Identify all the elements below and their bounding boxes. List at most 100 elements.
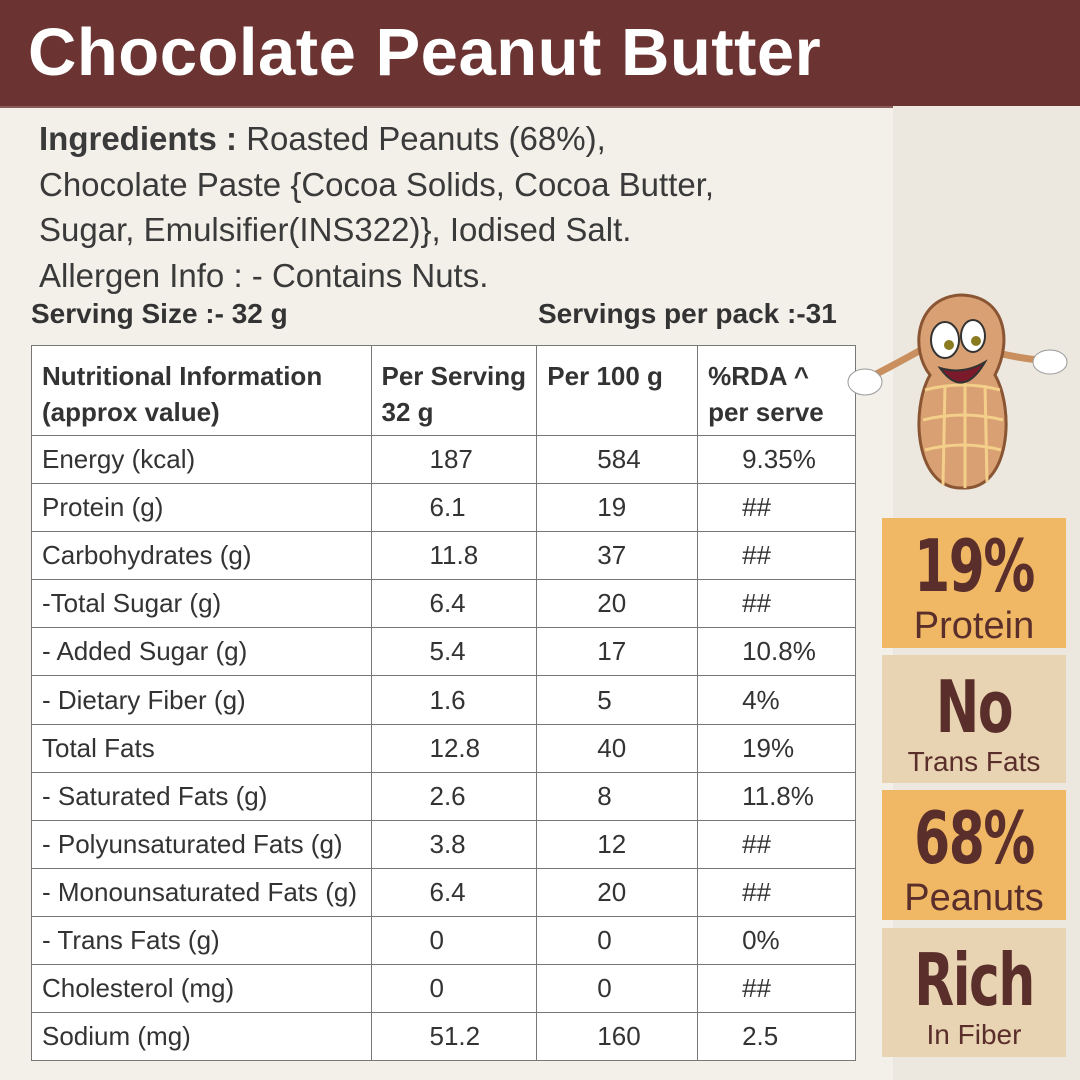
badge-trans-fats: No Trans Fats <box>882 655 1066 783</box>
badge-value: Rich <box>914 938 1035 1022</box>
table-row: -Total Sugar (g) 6.4 20 ## <box>31 579 856 629</box>
column-header-line: Per Serving <box>381 361 527 391</box>
table-cell: 12 <box>536 819 699 869</box>
table-cell: 6.4 <box>370 579 538 629</box>
divider <box>0 106 893 108</box>
column-header-line: %RDA ^ <box>708 361 809 391</box>
badge-value: 68% <box>914 796 1035 880</box>
table-cell: 0 <box>536 915 699 966</box>
table-cell: ## <box>697 819 856 869</box>
table-cell: 19 <box>536 483 699 533</box>
table-cell: Cholesterol (mg) <box>31 964 372 1014</box>
table-cell: 19% <box>697 723 856 773</box>
nutrition-table: Nutritional Information (approx value) Per… <box>31 345 856 1062</box>
table-cell: 51.2 <box>370 1012 538 1062</box>
page-title: Chocolate Peanut Butter <box>0 0 1080 106</box>
column-header: Per Serving 32 g <box>370 345 538 436</box>
table-cell: -Total Sugar (g) <box>31 579 372 629</box>
table-cell: ## <box>697 483 856 533</box>
ingredients-text: Sugar, Emulsifier(INS322)}, Iodised Salt… <box>39 211 632 248</box>
column-header: %RDA ^ per serve <box>697 345 856 436</box>
table-cell: 11.8 <box>370 531 538 581</box>
table-row: Protein (g) 6.1 19 ## <box>31 483 856 533</box>
table-cell: Protein (g) <box>31 483 372 533</box>
table-cell: 160 <box>536 1012 699 1062</box>
column-header: Per 100 g <box>536 345 699 436</box>
table-row: - Polyunsaturated Fats (g) 3.8 12 ## <box>31 819 856 869</box>
ingredients-text: Chocolate Paste {Cocoa Solids, Cocoa But… <box>39 165 715 203</box>
table-cell: 3.8 <box>370 819 538 869</box>
servings-per-pack: Servings per pack :-31 <box>538 298 837 329</box>
table-cell: 11.8% <box>697 771 856 821</box>
badge-label: Protein <box>913 605 1035 647</box>
table-row: - Monounsaturated Fats (g) 6.4 20 ## <box>31 867 856 917</box>
table-cell: ## <box>697 579 856 629</box>
column-header-line: (approx value) <box>42 397 220 427</box>
table-cell: 0 <box>370 964 538 1014</box>
table-cell: ## <box>697 964 856 1014</box>
table-row: - Trans Fats (g) 0 0 0% <box>31 915 856 966</box>
badge-protein: 19% Protein <box>882 518 1066 648</box>
table-cell: ## <box>697 867 856 917</box>
table-cell: 20 <box>536 867 699 917</box>
table-row: - Saturated Fats (g) 2.6 8 11.8% <box>31 771 856 821</box>
column-header-line: Per 100 g <box>547 361 663 391</box>
table-cell: 6.4 <box>370 867 538 917</box>
table-cell: - Trans Fats (g) <box>31 915 372 966</box>
column-header-line: per serve <box>708 397 824 427</box>
table-row: - Dietary Fiber (g) 1.6 5 4% <box>31 675 856 725</box>
peanut-mascot-icon <box>847 293 1068 490</box>
table-cell: 20 <box>536 579 699 629</box>
table-cell: - Saturated Fats (g) <box>31 771 372 821</box>
badge-label: Peanuts <box>904 877 1044 919</box>
table-cell: Sodium (mg) <box>31 1012 372 1062</box>
table-cell: 2.6 <box>370 771 538 821</box>
table-row: - Added Sugar (g) 5.4 17 10.8% <box>31 627 856 677</box>
badge-label: In Fiber <box>926 1019 1022 1050</box>
table-cell: ## <box>697 531 856 581</box>
ingredients-text: Roasted Peanuts (68%), <box>237 120 606 157</box>
ingredients-label: Ingredients : <box>39 120 238 157</box>
ingredients: Ingredients : Roasted Peanuts (68%), Cho… <box>39 116 889 298</box>
table-cell: 17 <box>536 627 699 677</box>
table-cell: 5 <box>536 675 699 725</box>
table-cell: 584 <box>536 434 699 485</box>
badge-value: No <box>935 665 1014 749</box>
column-header: Nutritional Information (approx value) <box>31 345 372 436</box>
table-cell: 10.8% <box>697 627 856 677</box>
badge-label: Trans Fats <box>907 746 1041 777</box>
table-cell: 5.4 <box>370 627 538 677</box>
table-cell: 1.6 <box>370 675 538 725</box>
table-cell: - Polyunsaturated Fats (g) <box>31 819 372 869</box>
badge-in-fiber: Rich In Fiber <box>882 928 1066 1057</box>
allergen-info: Allergen Info : - Contains Nuts. <box>39 256 489 294</box>
table-cell: 0 <box>536 964 699 1014</box>
table-cell: 37 <box>536 531 699 581</box>
column-header-line: Nutritional Information <box>42 361 323 391</box>
serving-size: Serving Size :- 32 g <box>31 298 288 329</box>
table-cell: 12.8 <box>370 723 538 773</box>
table-header-row: Nutritional Information (approx value) Per… <box>31 345 856 436</box>
table-cell: 6.1 <box>370 483 538 533</box>
table-cell: 0% <box>697 915 856 966</box>
table-cell: 0 <box>370 915 538 966</box>
table-cell: 2.5 <box>697 1012 856 1062</box>
table-cell: Total Fats <box>31 723 372 773</box>
table-row: Sodium (mg) 51.2 160 2.5 <box>31 1012 856 1062</box>
badge-peanuts: 68% Peanuts <box>882 790 1066 920</box>
table-cell: Carbohydrates (g) <box>31 531 372 581</box>
column-header-line: 32 g <box>381 397 434 427</box>
table-cell: - Monounsaturated Fats (g) <box>31 867 372 917</box>
table-cell: 4% <box>697 675 856 725</box>
table-row: Carbohydrates (g) 11.8 37 ## <box>31 531 856 581</box>
table-cell: 9.35% <box>697 434 856 485</box>
table-cell: - Added Sugar (g) <box>31 627 372 677</box>
table-row: Total Fats 12.8 40 19% <box>31 723 856 773</box>
table-cell: 187 <box>370 434 538 485</box>
badge-value: 19% <box>914 524 1035 608</box>
table-cell: Energy (kcal) <box>31 434 372 485</box>
table-cell: 40 <box>536 723 699 773</box>
table-cell: 8 <box>536 771 699 821</box>
table-row: Energy (kcal) 187 584 9.35% <box>31 434 856 485</box>
table-row: Cholesterol (mg) 0 0 ## <box>31 964 856 1014</box>
